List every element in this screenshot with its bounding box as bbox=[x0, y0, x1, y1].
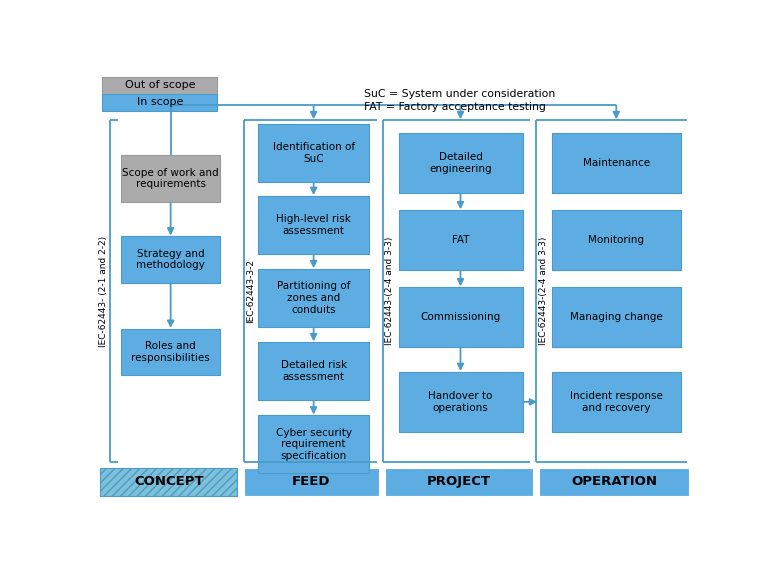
Bar bbox=[121, 329, 220, 375]
Bar bbox=[121, 156, 220, 202]
Bar bbox=[102, 77, 217, 94]
Text: Detailed risk
assessment: Detailed risk assessment bbox=[280, 360, 346, 382]
Bar bbox=[399, 372, 523, 432]
Bar bbox=[399, 133, 523, 193]
Bar bbox=[258, 196, 369, 254]
Bar bbox=[539, 468, 689, 496]
Text: Scope of work and
requirements: Scope of work and requirements bbox=[122, 168, 219, 190]
Bar bbox=[399, 210, 523, 270]
Text: IEC-62443-(2-4 and 3-3): IEC-62443-(2-4 and 3-3) bbox=[539, 237, 548, 345]
Text: OPERATION: OPERATION bbox=[571, 475, 657, 488]
Text: SuC = System under consideration: SuC = System under consideration bbox=[363, 89, 555, 99]
Text: IEC-62443-3-2: IEC-62443-3-2 bbox=[246, 259, 255, 323]
Text: Incident response
and recovery: Incident response and recovery bbox=[570, 391, 663, 413]
Text: Out of scope: Out of scope bbox=[125, 81, 195, 90]
Text: IEC-62443- (2-1 and 2-2): IEC-62443- (2-1 and 2-2) bbox=[99, 235, 108, 346]
Bar bbox=[385, 468, 533, 496]
Text: Managing change: Managing change bbox=[570, 312, 663, 322]
Text: Strategy and
methodology: Strategy and methodology bbox=[136, 249, 205, 270]
Text: In scope: In scope bbox=[136, 98, 183, 107]
Text: Detailed
engineering: Detailed engineering bbox=[429, 152, 492, 174]
Bar bbox=[552, 210, 681, 270]
Text: FAT = Factory acceptance testing: FAT = Factory acceptance testing bbox=[363, 102, 545, 112]
Text: Cyber security
requirement
specification: Cyber security requirement specification bbox=[276, 428, 352, 461]
Bar bbox=[243, 468, 379, 496]
Text: Roles and
responsibilities: Roles and responsibilities bbox=[131, 341, 210, 363]
Bar bbox=[552, 133, 681, 193]
Text: CONCEPT: CONCEPT bbox=[134, 475, 203, 488]
Text: Identification of
SuC: Identification of SuC bbox=[273, 142, 355, 164]
Bar bbox=[100, 468, 237, 496]
Bar bbox=[552, 372, 681, 432]
Bar bbox=[552, 287, 681, 347]
Text: Handover to
operations: Handover to operations bbox=[428, 391, 493, 413]
Text: IEC-62443-(2-4 and 3-3): IEC-62443-(2-4 and 3-3) bbox=[386, 237, 394, 345]
Bar bbox=[121, 236, 220, 283]
Bar bbox=[258, 415, 369, 473]
Bar bbox=[399, 287, 523, 347]
Text: FEED: FEED bbox=[292, 475, 330, 488]
Text: Monitoring: Monitoring bbox=[588, 235, 644, 245]
Text: FAT: FAT bbox=[452, 235, 469, 245]
Bar bbox=[102, 94, 217, 111]
Text: Maintenance: Maintenance bbox=[583, 158, 650, 168]
Bar bbox=[258, 342, 369, 400]
Bar bbox=[258, 124, 369, 182]
Text: High-level risk
assessment: High-level risk assessment bbox=[276, 214, 351, 236]
Text: Commissioning: Commissioning bbox=[420, 312, 500, 322]
Text: PROJECT: PROJECT bbox=[427, 475, 491, 488]
Text: Partitioning of
zones and
conduits: Partitioning of zones and conduits bbox=[277, 281, 350, 315]
Bar bbox=[258, 269, 369, 327]
